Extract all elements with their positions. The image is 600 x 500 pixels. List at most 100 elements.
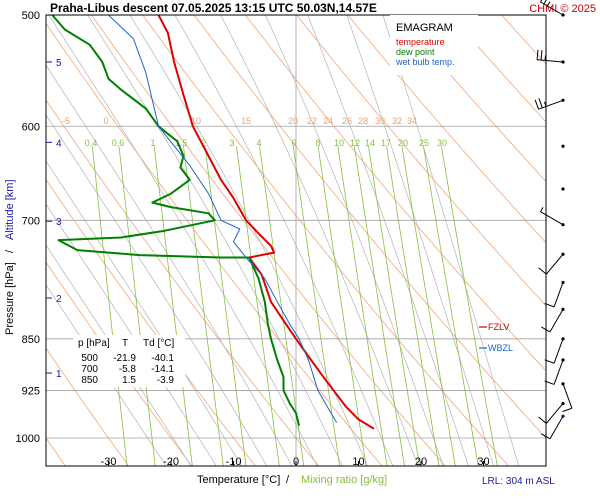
mixing-ratio-line [441, 146, 498, 466]
moist-adiabat-line [46, 284, 167, 466]
wind-barb-flag [538, 267, 547, 275]
background-lines [46, 0, 600, 474]
wind-barb [534, 98, 565, 110]
pressure-tick-label: 925 [22, 385, 40, 397]
wind-barb [561, 144, 565, 148]
moist-adiabat-line [46, 160, 242, 466]
lrl-label: LRL: 304 m ASL [482, 476, 555, 487]
x-axis-separator: / [286, 474, 290, 486]
mixing-ratio-label: 12 [350, 138, 360, 148]
wind-barb [540, 0, 565, 17]
wind-barb-flag [562, 407, 573, 413]
wind-barb [536, 49, 565, 64]
wind-barbs [534, 0, 573, 440]
theta-label: 26 [342, 116, 352, 126]
sounding-table: p [hPa] T Td [°C] 500 -21.9 -40.1 700 -5.8 -1… [73, 335, 185, 387]
mixing-ratio-line [204, 146, 247, 466]
table-cell-t: -5.8 [119, 364, 137, 375]
x-axis-title-mixing: Mixing ratio [g/kg] [301, 474, 387, 486]
wind-barb [540, 207, 565, 227]
dry-adiabat-line [398, 15, 546, 183]
wind-barb-flag [544, 302, 555, 308]
wind-barb-staff [545, 253, 564, 275]
table-header-td: Td [°C] [143, 338, 174, 349]
theta-label: 10 [191, 116, 201, 126]
dry-adiabat-line [46, 178, 256, 466]
altitude-tick-label: 1 [56, 369, 62, 380]
mixing-ratio-line [423, 146, 479, 466]
dewpoint-line [51, 15, 301, 426]
fzlv-label: FZLV [488, 322, 509, 332]
temp-tick-label: -10 [226, 456, 242, 468]
legend-title: EMAGRAM [396, 22, 453, 34]
table-header-p: p [hPa] [78, 338, 110, 349]
mixing-ratio-line [337, 146, 388, 466]
wind-barb-flag [543, 0, 547, 5]
table-cell-td: -40.1 [151, 353, 174, 364]
wind-barb [544, 358, 565, 385]
dry-adiabat-line [347, 15, 546, 244]
table-cell-td: -14.1 [151, 364, 174, 375]
credit-label: CHMI © 2025 [529, 3, 596, 15]
legend-wetbulb: wet bulb temp. [395, 57, 455, 67]
mixing-ratio-label: 17 [381, 138, 391, 148]
moist-adiabat-line [46, 244, 192, 466]
mixing-ratio-label: 6 [291, 138, 296, 148]
mixing-ratio-label: 0.4 [85, 138, 98, 148]
altitude-tick-label: 2 [56, 294, 62, 305]
moist-adiabat-line [46, 203, 217, 466]
wind-barb-staff [553, 338, 564, 364]
wind-barb [561, 382, 573, 413]
dry-adiabat-line [46, 261, 193, 466]
wind-barb-half [543, 101, 547, 107]
dry-adiabat-line [46, 99, 320, 466]
mixing-ratio-line [236, 146, 280, 466]
temp-tick-label: 10 [352, 456, 364, 468]
theta-label: 0 [103, 116, 108, 126]
table-cell-p: 850 [81, 375, 98, 386]
temp-tick-label: 30 [477, 456, 489, 468]
chart-title: Praha-Libus descent 07.05.2025 13:15 UTC… [50, 1, 377, 15]
temp-tick-label: -20 [163, 456, 179, 468]
mixing-ratio-label: 10 [334, 138, 344, 148]
moist-adiabat-line [382, 15, 520, 466]
wind-barb [544, 280, 565, 308]
theta-label: 20 [288, 116, 298, 126]
moist-adiabat-line [87, 15, 343, 466]
mixing-ratio-line [386, 146, 440, 466]
altitude-tick-label: 3 [56, 217, 62, 228]
table-cell-p: 700 [81, 364, 98, 375]
dry-adiabat-line [142, 15, 510, 466]
wind-barb-staff [562, 383, 573, 409]
pressure-tick-label: 1000 [16, 433, 40, 445]
theta-label: 32 [392, 116, 402, 126]
mixing-ratio-label: 1 [150, 138, 155, 148]
pressure-tick-label: 850 [22, 334, 40, 346]
mixing-ratio-line [401, 146, 456, 466]
wind-barb-station [561, 60, 565, 64]
theta-label: -5 [62, 116, 70, 126]
pressure-tick-label: 600 [22, 121, 40, 133]
mixing-ratio-label: 20 [398, 138, 408, 148]
mixing-ratio-line [183, 146, 224, 466]
theta-label: 30 [375, 116, 385, 126]
mixing-ratio-label: 30 [437, 138, 447, 148]
temp-tick-label: 20 [415, 456, 427, 468]
wind-barb-staff [549, 309, 564, 333]
mixing-ratio-label: 2 [201, 138, 206, 148]
legend: EMAGRAM temperature dew point wet bulb t… [390, 15, 478, 75]
wind-barb-staff [537, 59, 564, 63]
mixing-ratio-label: 3 [229, 138, 234, 148]
mixing-ratio-line [259, 146, 305, 466]
wind-barb-flag [541, 433, 551, 440]
y-axis-title-altitude: Altitude [km] [4, 179, 16, 240]
table-cell-p: 500 [81, 353, 98, 364]
wind-barb-flag [538, 98, 543, 108]
y-axis-title: Pressure [hPa] [4, 262, 16, 335]
dry-adiabat-line [507, 0, 600, 474]
wind-barb-station [561, 144, 565, 148]
wind-barb-flag [540, 50, 543, 61]
table-cell-td: -3.9 [157, 375, 175, 386]
